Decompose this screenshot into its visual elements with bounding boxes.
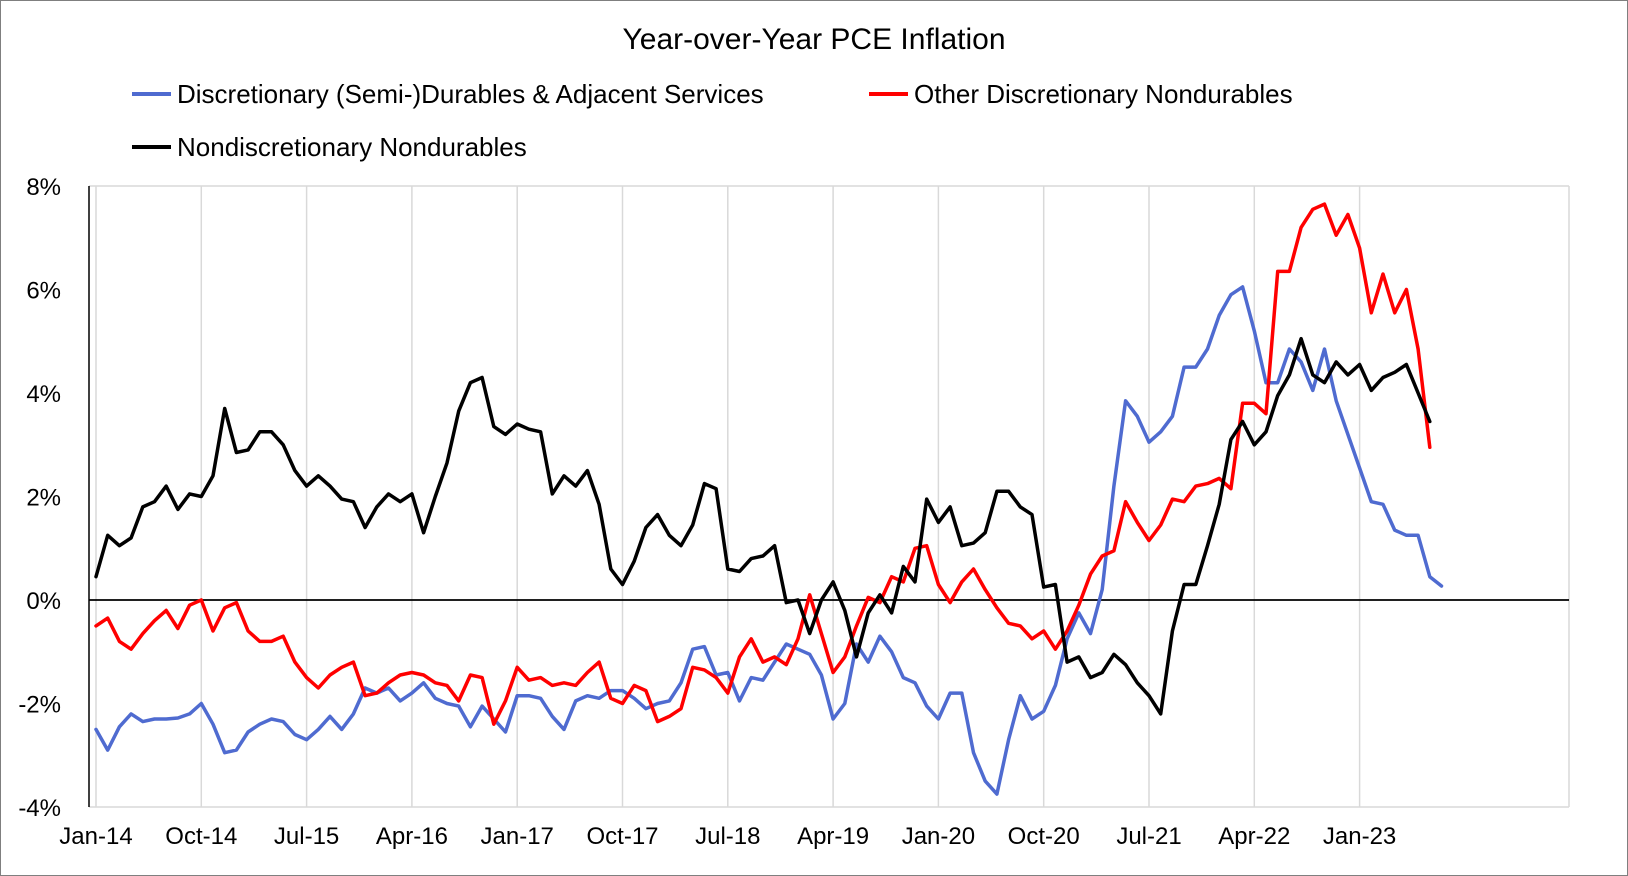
chart-title: Year-over-Year PCE Inflation [623, 23, 1006, 56]
x-axis-ticks: Jan-14 Oct-14 Jul-15 Apr-16 Jan-17 Oct-17 Jul-… [59, 823, 1396, 850]
y-tick-label: -2% [18, 692, 61, 719]
x-tick-label: Oct-20 [1008, 823, 1080, 850]
y-tick-label: -4% [18, 795, 61, 822]
legend-label-discretionary-durables: Discretionary (Semi-)Durables & Adjacent… [177, 79, 764, 109]
x-tick-label: Jul-18 [695, 823, 760, 850]
x-tick-label: Jan-17 [481, 823, 554, 850]
series-line-discretionary-durables [94, 285, 1444, 796]
x-tick-label: Apr-22 [1218, 823, 1290, 850]
y-tick-label: 6% [26, 278, 61, 305]
series-lines [94, 202, 1444, 796]
y-axis-ticks: -4% -2% 0% 2% 4% 6% 8% [18, 174, 61, 822]
y-tick-label: 8% [26, 174, 61, 201]
legend-label-nondiscretionary: Nondiscretionary Nondurables [177, 132, 527, 162]
x-tick-label: Apr-16 [376, 823, 448, 850]
y-tick-label: 4% [26, 381, 61, 408]
x-tick-label: Apr-19 [797, 823, 869, 850]
x-tick-label: Jan-14 [59, 823, 132, 850]
x-tick-label: Jul-21 [1116, 823, 1181, 850]
x-tick-label: Oct-17 [586, 823, 658, 850]
x-tick-label: Jul-15 [274, 823, 339, 850]
legend-label-other-discretionary: Other Discretionary Nondurables [914, 79, 1293, 109]
x-tick-label: Jan-23 [1323, 823, 1396, 850]
axes [88, 185, 1570, 808]
x-tick-label: Oct-14 [165, 823, 237, 850]
series-line-other-discretionary [94, 202, 1432, 726]
series-line-nondiscretionary [94, 336, 1432, 716]
gridlines [95, 186, 1361, 807]
y-tick-label: 0% [26, 588, 61, 615]
y-tick-label: 2% [26, 485, 61, 512]
legend: Discretionary (Semi-)Durables & Adjacent… [132, 79, 1293, 162]
x-tick-label: Jan-20 [902, 823, 975, 850]
